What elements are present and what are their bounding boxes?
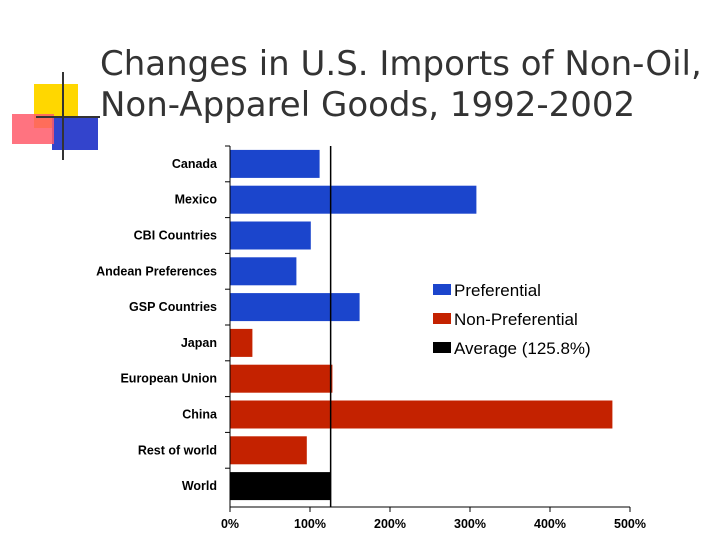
bar-chart: Canada Mexico CBI Countries Andean Preferen… (96, 145, 646, 531)
bar-gsp-countries (230, 293, 360, 322)
x-tick-label: 300% (454, 517, 486, 531)
bars-group (230, 149, 613, 501)
category-label-european-union: European Union (120, 372, 217, 386)
category-label-gsp-countries: GSP Countries (129, 300, 217, 314)
slide-title: Changes in U.S. Imports of Non-Oil, Non-… (100, 44, 710, 126)
legend-swatch-preferential (433, 284, 451, 295)
x-tick-labels: 0% 100% 200% 300% 400% 500% (221, 507, 646, 531)
bar-andean-preferences (230, 257, 297, 286)
axes-group (225, 145, 630, 508)
x-tick-label: 400% (534, 517, 566, 531)
x-tick-label: 500% (614, 517, 646, 531)
deco-red-square (12, 114, 54, 144)
deco-blue-square (52, 116, 98, 150)
legend-swatch-non-preferential (433, 313, 451, 324)
category-label-canada: Canada (172, 157, 218, 171)
category-label-rest-of-world: Rest of world (138, 443, 217, 457)
bar-canada (230, 149, 320, 178)
category-labels: Canada Mexico CBI Countries Andean Preferen… (96, 157, 218, 493)
category-label-andean-preferences: Andean Preferences (96, 264, 217, 278)
category-label-japan: Japan (181, 336, 217, 350)
category-label-mexico: Mexico (175, 193, 218, 207)
bar-mexico (230, 185, 477, 214)
bar-european-union (230, 364, 333, 393)
deco-horizontal-line (36, 116, 100, 118)
bar-japan (230, 328, 253, 357)
title-line-2: Non-Apparel Goods, 1992-2002 (100, 85, 636, 125)
legend-label-preferential: Preferential (454, 281, 541, 300)
x-tick-label: 0% (221, 517, 239, 531)
category-label-cbi-countries: CBI Countries (134, 229, 217, 243)
bar-world (230, 472, 331, 501)
category-label-world: World (182, 479, 217, 493)
legend-swatch-average-125-8 (433, 342, 451, 353)
x-tick-label: 200% (374, 517, 406, 531)
legend-label-non-preferential: Non-Preferential (454, 310, 578, 329)
bar-china (230, 400, 613, 429)
title-line-1: Changes in U.S. Imports of Non-Oil, (100, 44, 702, 84)
bar-rest-of-world (230, 436, 307, 465)
x-tick-label: 100% (294, 517, 326, 531)
category-label-china: China (182, 408, 218, 422)
legend-label-average-125-8: Average (125.8%) (454, 339, 591, 358)
legend: Preferential Non-Preferential Average (125… (433, 281, 591, 358)
bar-cbi-countries (230, 221, 311, 250)
